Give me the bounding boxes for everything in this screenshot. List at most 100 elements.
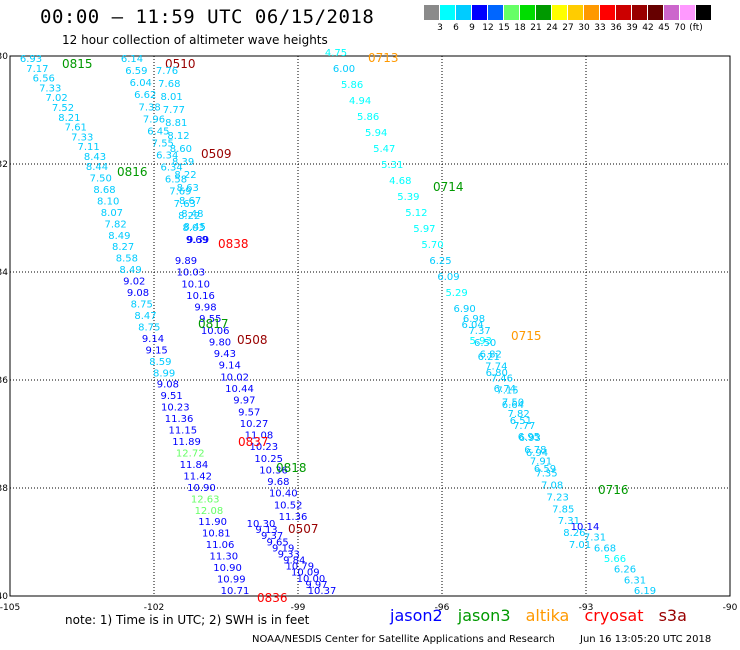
wave-height-value: 9.39 bbox=[187, 235, 209, 246]
color-swatch bbox=[568, 5, 584, 20]
wave-height-value: 6.34 bbox=[156, 151, 178, 162]
color-scale-label: 39 bbox=[626, 23, 638, 33]
wave-height-value: 5.97 bbox=[413, 224, 435, 235]
wave-height-value: 4.68 bbox=[389, 176, 411, 187]
color-swatch bbox=[600, 5, 616, 20]
wave-height-value: 7.55 bbox=[152, 138, 174, 149]
wave-height-value: 6.62 bbox=[134, 90, 156, 101]
wave-height-value: 9.43 bbox=[214, 349, 236, 360]
wave-height-value: 6.90 bbox=[453, 304, 475, 315]
color-swatch bbox=[424, 5, 440, 20]
pass-label: 0838 bbox=[218, 237, 249, 251]
color-scale-label: 36 bbox=[610, 23, 622, 33]
wave-height-value: 11.42 bbox=[183, 471, 212, 482]
wave-height-value: 6.93 bbox=[20, 54, 42, 65]
pass-label: 0715 bbox=[511, 329, 542, 343]
wave-height-value: 7.33 bbox=[39, 83, 61, 94]
wave-height-value: 7.31 bbox=[558, 516, 580, 527]
lon-tick-label: -96 bbox=[435, 603, 450, 613]
wave-height-value: 5.47 bbox=[373, 144, 395, 155]
wave-height-value: 6.04 bbox=[130, 78, 152, 89]
wave-height-value: 9.89 bbox=[175, 256, 197, 267]
wave-height-value: 10.36 bbox=[259, 465, 288, 476]
color-scale-label: 18 bbox=[514, 23, 526, 33]
wave-height-value: 10.02 bbox=[220, 372, 249, 383]
wave-height-value: 6.50 bbox=[474, 338, 496, 349]
wave-height-value: 6.51 bbox=[510, 416, 532, 427]
wave-height-value: 11.08 bbox=[245, 431, 274, 442]
wave-height-value: 12.08 bbox=[195, 506, 224, 517]
wave-height-value: 11.06 bbox=[206, 540, 235, 551]
wave-height-value: 5.86 bbox=[357, 112, 379, 123]
wave-height-value: 6.82 bbox=[480, 350, 502, 361]
wave-height-value: 6.94 bbox=[526, 448, 548, 459]
wave-height-value: 11.89 bbox=[172, 437, 201, 448]
wave-height-value: 9.37 bbox=[261, 531, 283, 542]
wave-height-value: 5.86 bbox=[341, 80, 363, 91]
wave-height-value: 7.01 bbox=[569, 540, 591, 551]
lon-tick-label: -102 bbox=[144, 603, 164, 613]
wave-height-value: 8.07 bbox=[101, 208, 123, 219]
wave-height-value: 8.59 bbox=[149, 357, 171, 368]
wave-height-value: 8.27 bbox=[112, 242, 134, 253]
pass-label: 0818 bbox=[276, 461, 307, 475]
wave-height-value: 7.35 bbox=[535, 469, 557, 480]
legend-altika: altika bbox=[525, 606, 570, 625]
wave-height-value: 7.61 bbox=[65, 123, 87, 134]
wave-height-value: 6.78 bbox=[524, 445, 546, 456]
wave-height-value: 10.81 bbox=[202, 529, 231, 540]
wave-height-value: 6.45 bbox=[147, 126, 169, 137]
color-swatch bbox=[616, 5, 632, 20]
wave-height-value: 8.44 bbox=[86, 162, 108, 173]
wave-height-value: 7.77 bbox=[513, 421, 535, 432]
wave-height-value: 7.23 bbox=[547, 492, 569, 503]
wave-height-value: 10.25 bbox=[254, 454, 283, 465]
wave-height-value: 8.63 bbox=[177, 183, 199, 194]
wave-height-value: 6.95 bbox=[518, 432, 540, 443]
wave-height-value: 11.15 bbox=[168, 426, 197, 437]
color-scale-label: 33 bbox=[594, 23, 606, 33]
color-scale-label: 42 bbox=[642, 23, 654, 33]
wave-height-value: 8.01 bbox=[160, 92, 182, 103]
wave-height-value: 6.26 bbox=[614, 565, 636, 576]
wave-height-value: 9.55 bbox=[199, 314, 221, 325]
wave-height-value: 11.30 bbox=[209, 552, 238, 563]
wave-height-value: 8.99 bbox=[153, 368, 175, 379]
wave-height-value: 9.69 bbox=[186, 235, 208, 246]
pass-label: 0507 bbox=[288, 522, 319, 536]
color-swatch bbox=[456, 5, 472, 20]
color-scale-label: 6 bbox=[453, 23, 459, 33]
map-frame bbox=[9, 55, 731, 597]
wave-height-value: 7.82 bbox=[105, 219, 127, 230]
wave-height-value: 9.15 bbox=[146, 345, 168, 356]
wave-height-value: 8.67 bbox=[179, 196, 201, 207]
wave-height-value: 9.80 bbox=[209, 337, 231, 348]
wave-height-value: 8.12 bbox=[167, 131, 189, 142]
color-scale-label: 30 bbox=[578, 23, 590, 33]
lat-tick-label: -34 bbox=[0, 268, 8, 278]
wave-height-value: 6.58 bbox=[165, 175, 187, 186]
wave-height-value: 8.75 bbox=[131, 300, 153, 311]
color-scale-label: (ft) bbox=[689, 23, 703, 33]
wave-height-value: 7.17 bbox=[26, 64, 48, 75]
color-scale-label: 70 bbox=[674, 23, 686, 33]
wave-height-value: 6.34 bbox=[160, 163, 182, 174]
wave-height-value: 7.15 bbox=[496, 385, 518, 396]
wave-height-value: 10.52 bbox=[274, 500, 303, 511]
pass-label: 0714 bbox=[433, 180, 464, 194]
color-swatch bbox=[696, 5, 712, 20]
lat-tick-label: -36 bbox=[0, 376, 8, 386]
wave-height-value: 6.31 bbox=[624, 575, 646, 586]
color-scale-label: 27 bbox=[562, 23, 574, 33]
wave-height-value: 8.47 bbox=[134, 311, 156, 322]
wave-height-value: 12.63 bbox=[191, 494, 220, 505]
lat-tick-label: -30 bbox=[0, 52, 8, 62]
wave-height-value: 8.45 bbox=[184, 222, 206, 233]
wave-height-value: 10.23 bbox=[249, 442, 278, 453]
wave-height-value: 7.33 bbox=[71, 132, 93, 143]
footnote: note: 1) Time is in UTC; 2) SWH is in fe… bbox=[65, 613, 310, 627]
wave-height-value: 10.14 bbox=[571, 522, 600, 533]
wave-height-value: 9.84 bbox=[283, 556, 305, 567]
wave-height-value: 8.68 bbox=[93, 185, 115, 196]
wave-height-value: 6.98 bbox=[463, 314, 485, 325]
